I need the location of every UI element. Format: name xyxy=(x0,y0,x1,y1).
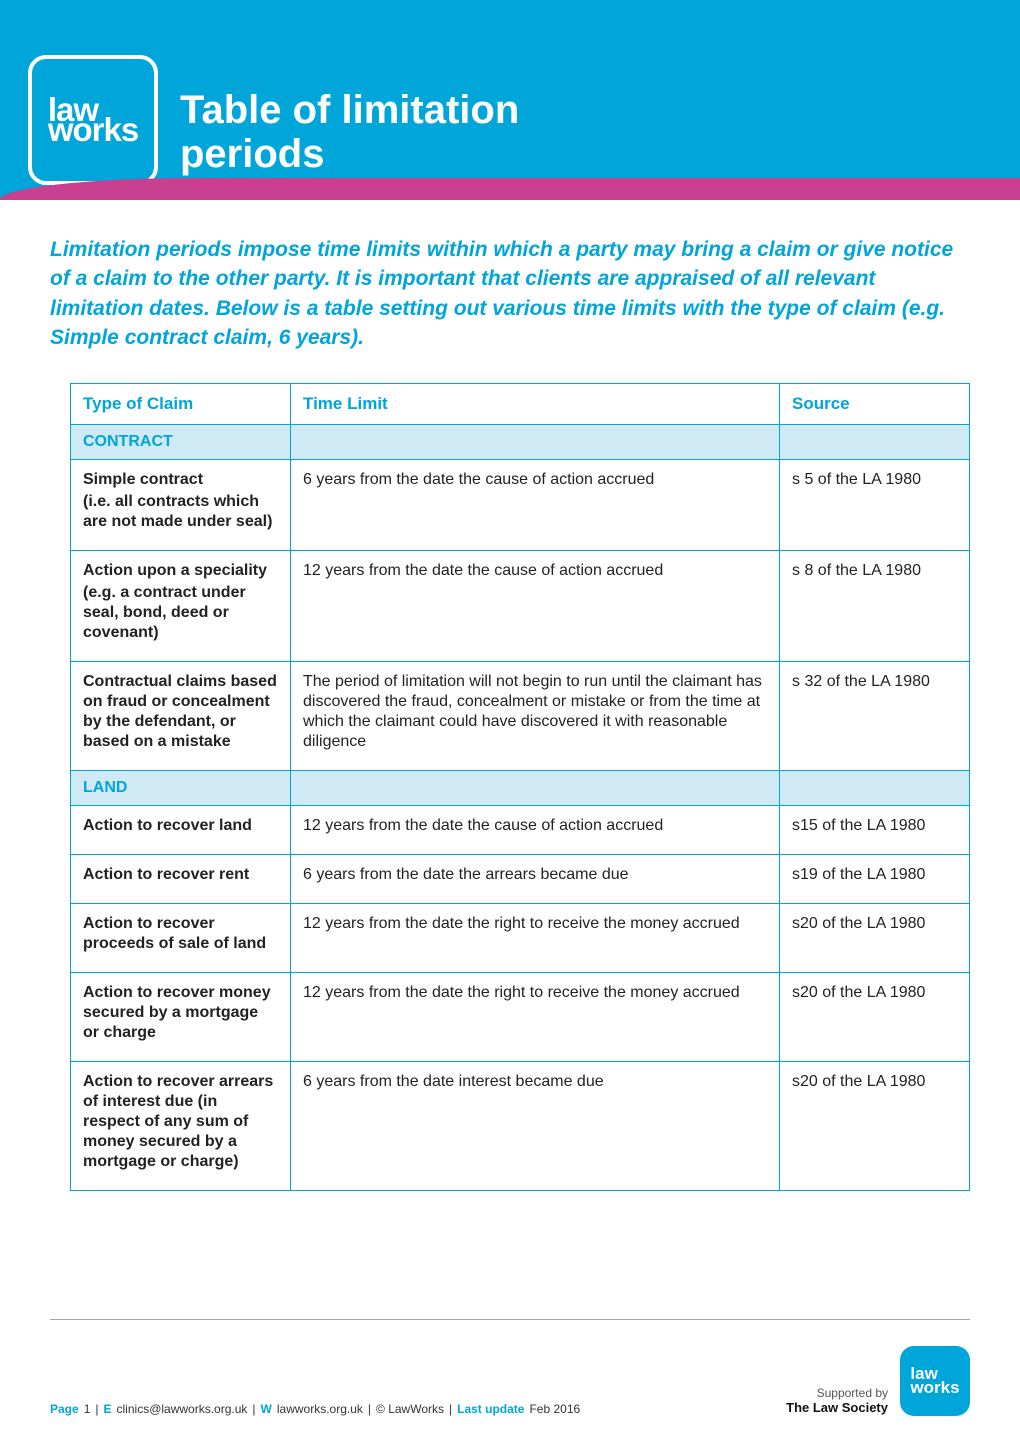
cell-source: s 8 of the LA 1980 xyxy=(780,550,970,661)
logo-badge: law works xyxy=(28,55,158,185)
limitation-table: Type of Claim Time Limit Source CONTRACT… xyxy=(70,383,970,1191)
cell-source: s20 of the LA 1980 xyxy=(780,972,970,1061)
cell-type: Action upon a speciality(e.g. a contract… xyxy=(71,550,291,661)
cell-type-sub: (e.g. a contract under seal, bond, deed … xyxy=(83,583,278,643)
intro-paragraph: Limitation periods impose time limits wi… xyxy=(0,200,1020,373)
page-number: 1 xyxy=(84,1402,91,1416)
cell-type: Action to recover proceeds of sale of la… xyxy=(71,903,291,972)
table-row: Action to recover arrears of interest du… xyxy=(71,1061,970,1190)
footer-logo: law works xyxy=(900,1346,970,1416)
cell-source: s 32 of the LA 1980 xyxy=(780,661,970,770)
col-header-limit: Time Limit xyxy=(291,383,780,424)
logo-text: law works xyxy=(48,96,138,144)
separator: | xyxy=(449,1402,452,1416)
cell-source: s15 of the LA 1980 xyxy=(780,805,970,854)
cell-limit: 12 years from the date the cause of acti… xyxy=(291,805,780,854)
copyright: © LawWorks xyxy=(376,1402,444,1416)
cell-limit: 6 years from the date interest became du… xyxy=(291,1061,780,1190)
table-row: Simple contract(i.e. all contracts which… xyxy=(71,459,970,550)
cell-type: Simple contract(i.e. all contracts which… xyxy=(71,459,291,550)
section-empty xyxy=(780,770,970,805)
table-section-row: LAND xyxy=(71,770,970,805)
cell-type: Action to recover rent xyxy=(71,854,291,903)
table-container: Type of Claim Time Limit Source CONTRACT… xyxy=(0,373,1020,1191)
cell-limit: 12 years from the date the right to rece… xyxy=(291,972,780,1061)
web-label: W xyxy=(261,1402,272,1416)
section-empty xyxy=(291,424,780,459)
cell-source: s20 of the LA 1980 xyxy=(780,1061,970,1190)
cell-type: Action to recover land xyxy=(71,805,291,854)
support-text: Supported by The Law Society xyxy=(786,1386,888,1416)
table-section-row: CONTRACT xyxy=(71,424,970,459)
cell-source: s 5 of the LA 1980 xyxy=(780,459,970,550)
title-line1: Table of limitation xyxy=(180,88,519,132)
cell-limit: 12 years from the date the right to rece… xyxy=(291,903,780,972)
table-row: Action to recover money secured by a mor… xyxy=(71,972,970,1061)
cell-type-sub: (i.e. all contracts which are not made u… xyxy=(83,492,278,532)
section-empty xyxy=(780,424,970,459)
cell-type: Action to recover arrears of interest du… xyxy=(71,1061,291,1190)
accent-curve xyxy=(0,178,1020,200)
cell-type: Contractual claims based on fraud or con… xyxy=(71,661,291,770)
cell-limit: 6 years from the date the arrears became… xyxy=(291,854,780,903)
footer-left: Page 1 | E clinics@lawworks.org.uk | W l… xyxy=(50,1402,580,1416)
page-label: Page xyxy=(50,1402,79,1416)
web-value: lawworks.org.uk xyxy=(277,1402,363,1416)
email-value: clinics@lawworks.org.uk xyxy=(117,1402,248,1416)
support-line2: The Law Society xyxy=(786,1400,888,1415)
header-banner: law works Table of limitation periods xyxy=(0,0,1020,200)
cell-limit: 6 years from the date the cause of actio… xyxy=(291,459,780,550)
cell-type: Action to recover money secured by a mor… xyxy=(71,972,291,1061)
table-row: Action to recover proceeds of sale of la… xyxy=(71,903,970,972)
table-row: Contractual claims based on fraud or con… xyxy=(71,661,970,770)
cell-limit: The period of limitation will not begin … xyxy=(291,661,780,770)
cell-limit: 12 years from the date the cause of acti… xyxy=(291,550,780,661)
separator: | xyxy=(252,1402,255,1416)
table-row: Action to recover rent6 years from the d… xyxy=(71,854,970,903)
section-empty xyxy=(291,770,780,805)
separator: | xyxy=(368,1402,371,1416)
footer-logo-line2: works xyxy=(910,1378,959,1397)
page-title: Table of limitation periods xyxy=(180,88,519,176)
cell-source: s20 of the LA 1980 xyxy=(780,903,970,972)
table-header-row: Type of Claim Time Limit Source xyxy=(71,383,970,424)
col-header-type: Type of Claim xyxy=(71,383,291,424)
section-label: CONTRACT xyxy=(71,424,291,459)
page-footer: Page 1 | E clinics@lawworks.org.uk | W l… xyxy=(50,1319,970,1416)
update-value: Feb 2016 xyxy=(529,1402,580,1416)
logo-line2: works xyxy=(48,116,138,144)
section-label: LAND xyxy=(71,770,291,805)
cell-source: s19 of the LA 1980 xyxy=(780,854,970,903)
table-row: Action upon a speciality(e.g. a contract… xyxy=(71,550,970,661)
footer-right: Supported by The Law Society law works xyxy=(786,1346,970,1416)
update-label: Last update xyxy=(457,1402,524,1416)
table-row: Action to recover land12 years from the … xyxy=(71,805,970,854)
email-label: E xyxy=(104,1402,112,1416)
title-line2: periods xyxy=(180,132,324,176)
support-line1: Supported by xyxy=(817,1386,888,1400)
col-header-source: Source xyxy=(780,383,970,424)
separator: | xyxy=(95,1402,98,1416)
